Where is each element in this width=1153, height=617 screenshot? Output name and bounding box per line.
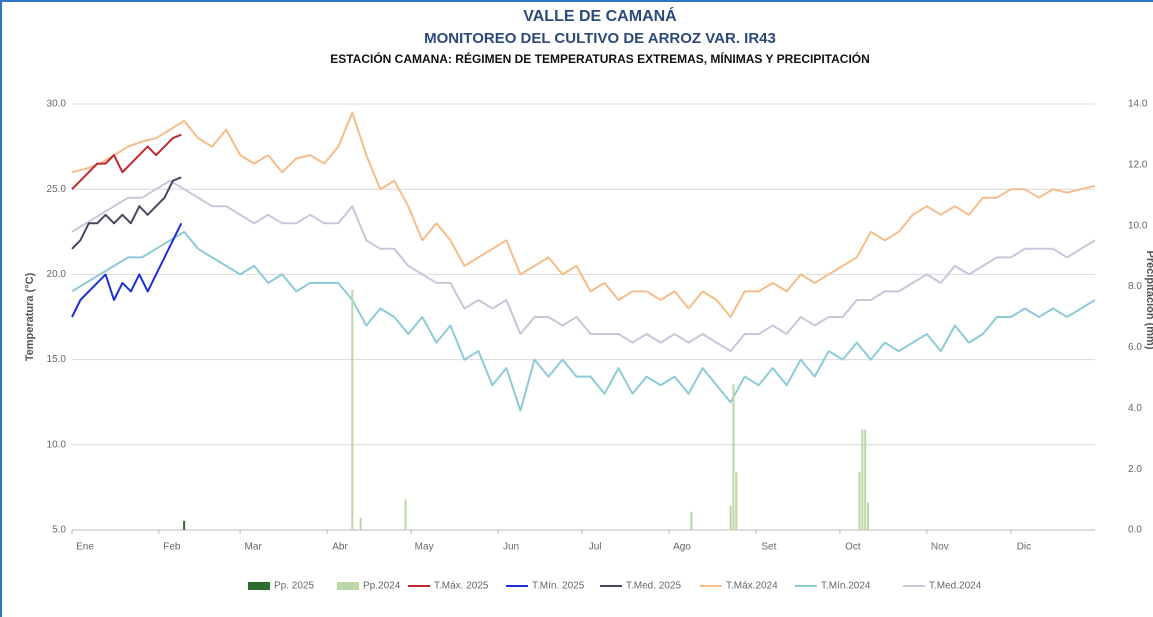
- x-tick-label: Dic: [1017, 542, 1031, 553]
- y-tick-label: 15.0: [47, 354, 67, 365]
- precip-bar: [351, 289, 354, 530]
- x-tick-label: Mar: [245, 542, 263, 553]
- precip-bar: [404, 499, 407, 530]
- series-line: [71, 179, 1096, 353]
- y-axis-label: Temperatura (°C): [24, 272, 36, 361]
- legend-label: Pp. 2025: [274, 581, 314, 592]
- y2-tick-label: 4.0: [1128, 403, 1142, 414]
- x-tick-label: May: [415, 542, 434, 553]
- precip-bar: [866, 502, 869, 530]
- x-tick-label: Jul: [589, 542, 602, 553]
- chart-subtitle: ESTACIÓN CAMANA: RÉGIMEN DE TEMPERATURAS…: [330, 51, 870, 66]
- x-tick-label: Nov: [931, 542, 949, 553]
- precip-bar: [864, 429, 867, 530]
- y-tick-label: 25.0: [47, 184, 67, 195]
- x-tick-label: Ago: [673, 542, 691, 553]
- y2-tick-label: 12.0: [1128, 159, 1148, 170]
- y2-tick-label: 0.0: [1128, 525, 1142, 536]
- y2-tick-label: 14.0: [1128, 99, 1148, 110]
- legend-label: T.Med.2024: [929, 581, 982, 592]
- precip-bar: [183, 520, 186, 530]
- legend-label: T.Mín. 2025: [532, 581, 585, 592]
- x-tick-label: Abr: [332, 542, 348, 553]
- precip-bar: [359, 517, 362, 530]
- precip-bar: [732, 383, 735, 530]
- y2-tick-label: 8.0: [1128, 281, 1142, 292]
- chart-subtitle: MONITOREO DEL CULTIVO DE ARROZ VAR. IR43: [424, 30, 776, 47]
- x-tick-label: Set: [761, 542, 776, 553]
- y2-tick-label: 6.0: [1128, 342, 1142, 353]
- y-tick-label: 10.0: [47, 439, 67, 450]
- x-tick-label: Ene: [76, 542, 94, 553]
- precip-bar: [690, 511, 693, 530]
- precip-bar: [729, 505, 732, 530]
- y-tick-label: 30.0: [47, 99, 67, 110]
- precip-bar: [858, 472, 861, 530]
- legend-label: T.Med. 2025: [626, 581, 681, 592]
- x-tick-label: Jun: [503, 542, 519, 553]
- x-tick-label: Feb: [163, 542, 181, 553]
- series-line: [71, 222, 183, 318]
- legend-label: T.Mín.2024: [821, 581, 871, 592]
- series-line: [71, 230, 1096, 412]
- legend-label: T.Máx.2024: [726, 581, 778, 592]
- series-line: [71, 133, 182, 190]
- legend-label: Pp.2024: [363, 581, 401, 592]
- y2-tick-label: 2.0: [1128, 464, 1142, 475]
- precip-bar: [861, 429, 864, 530]
- chart-title: VALLE DE CAMANÁ: [523, 6, 677, 25]
- legend-swatch: [248, 582, 270, 590]
- legend-label: T.Máx. 2025: [434, 581, 489, 592]
- y2-axis-label: Precipitación (mm): [1144, 250, 1153, 349]
- series-line: [71, 111, 1096, 318]
- legend-swatch: [337, 582, 359, 590]
- y-tick-label: 20.0: [47, 269, 67, 280]
- y-tick-label: 5.0: [52, 525, 66, 536]
- x-tick-label: Oct: [845, 542, 861, 553]
- precip-bar: [735, 472, 738, 530]
- series-line: [71, 176, 182, 250]
- y2-tick-label: 10.0: [1128, 220, 1148, 231]
